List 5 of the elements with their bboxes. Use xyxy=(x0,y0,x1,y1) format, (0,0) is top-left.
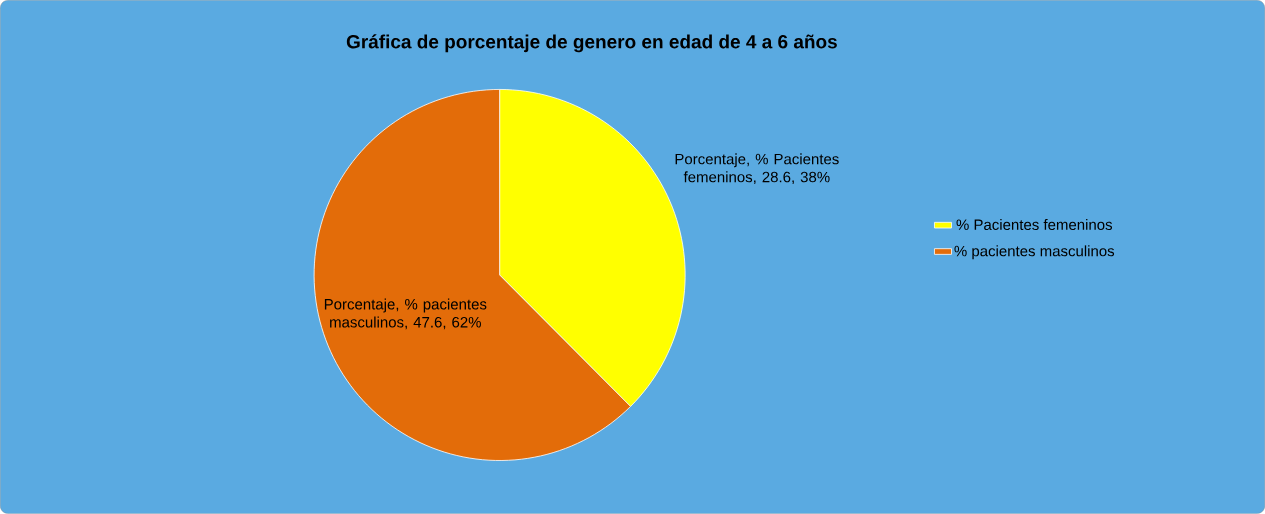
chart-title: Gráfica de porcentaje de genero en edad de 4 a 6 años xyxy=(346,34,837,53)
legend-label: % Pacientes femeninos xyxy=(956,219,1113,231)
data-label: Porcentaje, % pacientes masculinos, 47.6, 62% xyxy=(324,298,487,330)
legend-label: % pacientes masculinos xyxy=(954,245,1115,260)
data-label: Porcentaje, % Pacientes femeninos, 28.6, 38% xyxy=(675,153,839,185)
